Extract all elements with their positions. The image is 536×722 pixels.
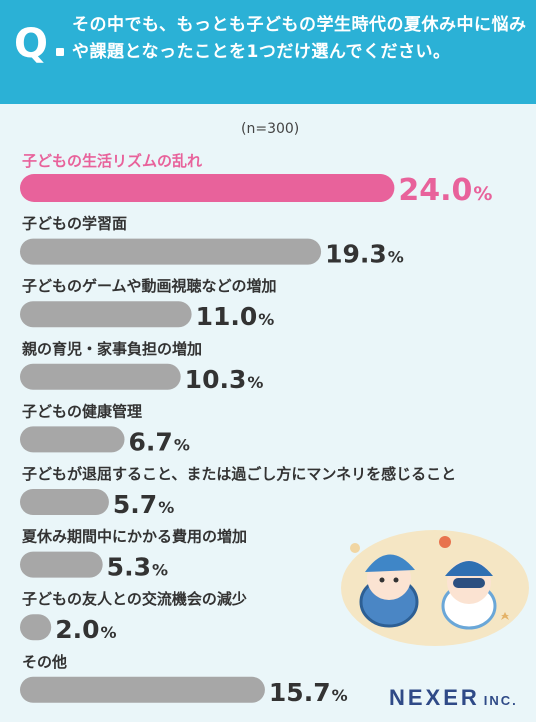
bar <box>20 174 395 202</box>
value-label: 11.0% <box>196 302 275 331</box>
logo-suffix: INC. <box>483 693 518 708</box>
bar <box>20 614 52 641</box>
bar <box>20 363 181 390</box>
q-dot-decoration <box>56 48 64 56</box>
category-label: 子どものゲームや動画視聴などの増加 <box>22 277 277 295</box>
value-label: 5.7% <box>113 490 174 519</box>
value-label: 19.3% <box>325 240 404 269</box>
bar <box>20 301 192 328</box>
nexer-logo: NEXER INC. <box>389 685 518 711</box>
category-label: 子どもの友人との交流機会の減少 <box>22 590 247 608</box>
value-label: 10.3% <box>185 365 264 394</box>
logo-main: NEXER <box>389 685 480 710</box>
value-label: 15.7% <box>269 678 348 707</box>
bar <box>20 676 265 703</box>
category-label: 子どもが退屈すること、または過ごし方にマンネリを感じること <box>22 465 456 483</box>
children-illustration-icon <box>341 530 529 646</box>
value-label: 2.0% <box>55 615 116 644</box>
sample-size: (n=300) <box>241 121 300 137</box>
category-label: 子どもの生活リズムの乱れ <box>22 152 202 170</box>
q-mark: Q <box>14 21 49 67</box>
bar <box>20 551 103 578</box>
bar <box>20 489 109 515</box>
category-label: 子どもの学習面 <box>22 215 127 233</box>
value-label: 5.3% <box>107 553 168 582</box>
value-label: 6.7% <box>129 427 190 456</box>
question-text: その中でも、もっとも子どもの学生時代の夏休み中に悩みや課題となったことを1つだけ… <box>72 15 527 62</box>
category-label: その他 <box>22 653 67 671</box>
category-label: 子どもの健康管理 <box>22 402 142 420</box>
bar <box>20 426 125 453</box>
bar <box>20 238 322 265</box>
category-label: 夏休み期間中にかかる費用の増加 <box>21 528 247 546</box>
category-label: 親の育児・家事負担の増加 <box>22 340 202 358</box>
value-label: 24.0% <box>398 173 492 208</box>
question-header: Q その中でも、もっとも子どもの学生時代の夏休み中に悩みや課題となったことを1つ… <box>0 0 536 104</box>
